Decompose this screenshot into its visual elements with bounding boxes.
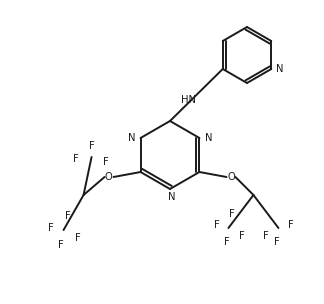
- Text: N: N: [128, 133, 135, 143]
- Text: O: O: [227, 172, 235, 182]
- Text: O: O: [105, 172, 112, 182]
- Text: F: F: [228, 209, 234, 219]
- Text: N: N: [168, 192, 176, 202]
- Text: F: F: [288, 220, 293, 230]
- Text: F: F: [58, 240, 64, 250]
- Text: F: F: [73, 154, 78, 164]
- Text: F: F: [262, 231, 268, 241]
- Text: F: F: [65, 211, 70, 221]
- Text: F: F: [75, 233, 80, 243]
- Text: F: F: [48, 223, 53, 233]
- Text: F: F: [224, 237, 229, 247]
- Text: F: F: [89, 141, 94, 151]
- Text: F: F: [103, 157, 109, 167]
- Text: HN: HN: [181, 95, 196, 105]
- Text: N: N: [276, 64, 284, 74]
- Text: N: N: [205, 133, 212, 143]
- Text: F: F: [214, 220, 219, 230]
- Text: F: F: [238, 231, 244, 241]
- Text: F: F: [273, 237, 279, 247]
